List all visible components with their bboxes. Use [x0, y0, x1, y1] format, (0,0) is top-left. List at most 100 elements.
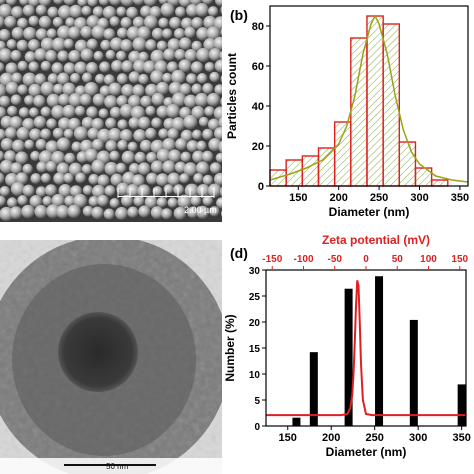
- histogram-bar: [430, 179, 449, 187]
- sphere: [35, 186, 47, 198]
- y-tick-label: 60: [252, 61, 264, 73]
- sphere: [58, 184, 72, 198]
- sphere: [35, 28, 48, 41]
- sem-image: [0, 0, 222, 222]
- sphere: [57, 72, 70, 86]
- sphere: [220, 5, 222, 15]
- plot-frame: [265, 269, 467, 427]
- sphere: [215, 152, 222, 163]
- sphere: [209, 162, 222, 174]
- x-tick-label: 300: [410, 192, 428, 204]
- sem-scale-label: 2.00 µm: [184, 205, 217, 215]
- sphere: [63, 128, 74, 139]
- sphere: [178, 37, 192, 50]
- sphere: [109, 16, 120, 27]
- x-axis-label: Diameter (nm): [326, 445, 407, 459]
- sphere: [19, 0, 30, 6]
- sphere: [4, 126, 18, 140]
- sphere: [65, 17, 76, 28]
- y-axis-label: Particles count: [225, 53, 239, 139]
- sphere: [84, 148, 99, 163]
- sphere: [11, 27, 25, 40]
- sphere: [81, 116, 95, 130]
- sphere: [0, 137, 14, 151]
- sphere: [166, 61, 179, 73]
- sphere: [206, 26, 221, 41]
- sphere: [63, 62, 76, 75]
- sphere: [56, 162, 70, 176]
- y-tick-label: 0: [254, 422, 260, 433]
- sphere: [162, 28, 173, 39]
- sphere: [132, 16, 145, 29]
- sphere: [51, 37, 66, 52]
- sphere: [119, 129, 133, 143]
- sphere: [82, 185, 93, 196]
- sphere: [143, 15, 158, 30]
- sphere: [196, 73, 208, 84]
- sphere: [40, 81, 55, 96]
- sphere: [46, 93, 61, 108]
- sphere: [203, 15, 217, 30]
- sphere: [219, 50, 222, 61]
- sphere: [40, 173, 51, 184]
- sphere: [0, 3, 13, 19]
- sphere: [169, 16, 182, 30]
- sphere: [75, 172, 87, 184]
- size-bar: [457, 384, 466, 426]
- sphere: [126, 26, 141, 41]
- sphere: [28, 61, 40, 73]
- size-bar: [309, 352, 318, 426]
- sphere: [177, 194, 192, 209]
- sphere: [120, 39, 133, 52]
- sphere: [156, 173, 170, 187]
- sphere: [116, 95, 129, 107]
- sphere: [17, 195, 28, 206]
- sphere: [109, 106, 122, 119]
- sphere: [84, 81, 99, 97]
- tem-image-panel: 50 nm: [0, 240, 222, 474]
- sphere: [99, 85, 112, 97]
- sphere: [4, 15, 17, 29]
- sphere: [82, 205, 94, 217]
- sphere: [87, 127, 100, 140]
- x-tick-label: 300: [409, 432, 427, 444]
- sphere: [44, 184, 58, 197]
- sphere: [175, 6, 186, 18]
- sphere: [86, 62, 99, 75]
- sphere: [52, 16, 64, 28]
- sphere: [161, 208, 173, 220]
- sphere: [162, 72, 173, 83]
- sphere: [46, 118, 57, 129]
- y-axis-label: Number (%): [223, 314, 237, 381]
- sphere: [103, 74, 115, 86]
- sphere: [190, 195, 202, 207]
- sphere: [0, 83, 7, 98]
- sphere: [0, 0, 7, 5]
- sphere: [97, 194, 109, 207]
- sphere: [35, 138, 47, 151]
- sphere: [146, 172, 159, 185]
- sphere: [105, 139, 118, 152]
- sphere: [0, 48, 13, 63]
- sphere: [47, 73, 59, 84]
- sphere: [173, 28, 186, 40]
- sphere: [56, 204, 70, 219]
- panel-label-d: (d): [230, 245, 248, 261]
- sphere: [152, 186, 163, 197]
- sphere: [29, 195, 43, 208]
- sphere: [184, 183, 200, 198]
- sphere: [195, 2, 209, 17]
- dls-zeta-chart: 150 200 250 300 350 0 5 10 15 20 25 30-150 -100 -50 0 5…: [223, 234, 471, 459]
- y-tick-label: 0: [258, 181, 264, 193]
- sphere: [158, 128, 169, 139]
- y-tick-label: 25: [249, 292, 261, 303]
- sphere: [45, 140, 59, 154]
- sphere: [128, 117, 141, 129]
- sphere: [104, 161, 119, 176]
- sphere: [105, 117, 117, 129]
- sphere: [81, 5, 92, 16]
- sphere: [196, 140, 207, 151]
- sphere: [121, 83, 135, 98]
- sphere: [156, 197, 168, 208]
- sphere: [156, 81, 170, 95]
